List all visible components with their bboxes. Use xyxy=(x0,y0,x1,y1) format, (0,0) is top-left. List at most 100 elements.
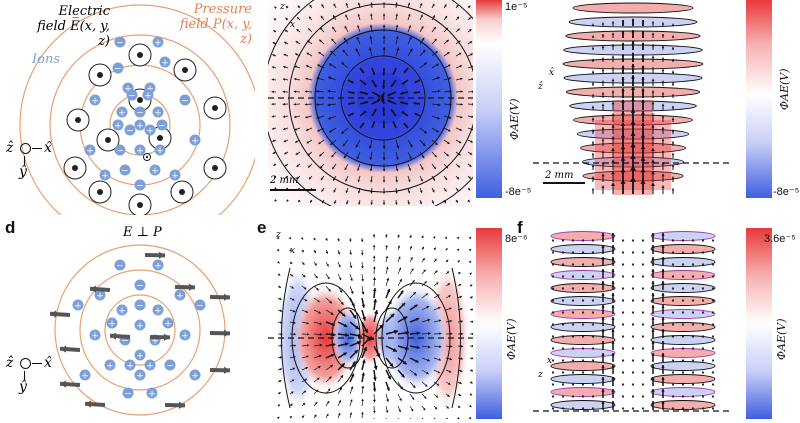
svg-text:+: + xyxy=(191,372,199,382)
plot-top-middle: 2 mm z x xyxy=(268,0,473,206)
colorbar-bottom-middle-label: ΦAE(V) xyxy=(505,318,518,360)
panel-label-e: e xyxy=(257,218,266,238)
electric-field-label: Electric field E̅(x, y, z) xyxy=(30,4,110,49)
axis-arrow-right xyxy=(32,148,42,149)
colorbar-bottom-middle xyxy=(476,228,502,419)
svg-text:+: + xyxy=(164,320,172,330)
svg-text:+: + xyxy=(101,172,109,182)
axis-x-bottom-middle: x xyxy=(290,246,295,256)
colorbar-bottom-right-label: ΦAE(V) xyxy=(775,318,788,360)
colorbar-top-right-label: ΦAE(V) xyxy=(778,68,791,110)
svg-text:+: + xyxy=(114,122,122,132)
axis-z-bottom-middle: z xyxy=(276,230,281,240)
svg-text:+: + xyxy=(96,292,104,302)
svg-text:−: − xyxy=(121,167,129,177)
svg-text:+: + xyxy=(154,307,162,317)
svg-text:+: + xyxy=(161,59,169,69)
colorbar-top-middle xyxy=(476,0,502,198)
svg-text:−: − xyxy=(136,182,144,192)
svg-text:+: + xyxy=(146,127,154,137)
plot-top-right: 2 mm x̂ ẑ xyxy=(533,0,733,206)
svg-text:−: − xyxy=(116,262,124,272)
electric-field-line2: field E̅(x, y, z) xyxy=(30,19,110,49)
svg-text:+: + xyxy=(136,372,144,382)
axis-origin-icon-b xyxy=(20,358,31,369)
svg-text:+: + xyxy=(118,109,126,119)
svg-text:+: + xyxy=(148,390,156,400)
axis-origin-icon xyxy=(20,143,31,154)
svg-text:−: − xyxy=(166,362,174,372)
axis-arrow-right-b xyxy=(32,363,42,364)
colorbar-top-right xyxy=(746,0,772,198)
axis-x-bottom-right: x xyxy=(547,356,552,366)
svg-text:−: − xyxy=(128,92,136,102)
plot-bottom-middle-svg xyxy=(268,228,473,419)
axis-x-top-right: x̂ xyxy=(549,68,554,78)
svg-text:+: + xyxy=(181,332,189,342)
axes-legend-top: ẑ x̂ ŷ xyxy=(6,140,66,190)
svg-text:+: + xyxy=(144,92,152,102)
svg-text:−: − xyxy=(181,97,189,107)
svg-text:+: + xyxy=(108,320,116,330)
svg-text:−: − xyxy=(116,147,124,157)
axis-z-top-middle: z xyxy=(280,2,285,12)
svg-text:+: + xyxy=(106,362,114,372)
svg-text:+: + xyxy=(136,352,144,362)
svg-text:−: − xyxy=(124,390,132,400)
ions-label: Ions xyxy=(32,52,60,67)
svg-text:−: − xyxy=(116,39,124,49)
svg-text:+: + xyxy=(146,362,154,372)
svg-text:+: + xyxy=(118,307,126,317)
svg-text:+: + xyxy=(91,332,99,342)
axis-x-label: x̂ xyxy=(44,140,52,156)
svg-text:−: − xyxy=(136,282,144,292)
pressure-line1: Pressure xyxy=(170,2,252,17)
schematic-bottom-title: E ⊥ P xyxy=(123,225,162,240)
colorbar-bottom-right xyxy=(746,228,772,419)
axis-x-label-b: x̂ xyxy=(44,355,52,371)
svg-text:+: + xyxy=(176,292,184,302)
colorbar-top-middle-label: ΦAE(V) xyxy=(508,98,521,140)
svg-text:+: + xyxy=(151,167,159,177)
svg-text:+: + xyxy=(91,97,99,107)
axis-z-label-b: ẑ xyxy=(6,355,13,371)
axis-y-label: ŷ xyxy=(19,164,27,180)
colorbar-top-middle-top: 1e⁻⁵ xyxy=(505,0,528,13)
axis-x-top-middle: x xyxy=(290,20,295,30)
svg-text:+: + xyxy=(171,172,179,182)
scale-bar-label-right: 2 mm xyxy=(545,170,574,181)
svg-text:−: − xyxy=(114,65,122,75)
svg-text:+: + xyxy=(154,262,162,272)
svg-text:+: + xyxy=(136,322,144,332)
svg-text:+: + xyxy=(74,302,82,312)
axis-z-bottom-right: z xyxy=(538,370,543,380)
svg-text:+: + xyxy=(86,147,94,157)
svg-text:+: + xyxy=(136,147,144,157)
pressure-line2: field P(x, y, z) xyxy=(170,17,252,47)
axis-z-label: ẑ xyxy=(6,140,13,156)
svg-text:+: + xyxy=(156,147,164,157)
electric-field-line1: Electric xyxy=(30,4,110,19)
scale-bar-label: 2 mm xyxy=(270,175,299,186)
schematic-top: −++−++−++−++−++−++−++−++−++− Electric fi… xyxy=(0,0,255,215)
svg-text:+: + xyxy=(154,109,162,119)
svg-text:−: − xyxy=(196,302,204,312)
svg-text:−: − xyxy=(136,109,144,119)
pressure-field-label: Pressure field P(x, y, z) xyxy=(170,2,252,47)
plot-bottom-middle: z x xyxy=(268,228,473,419)
svg-text:+: + xyxy=(136,122,144,132)
svg-text:+: + xyxy=(126,362,134,372)
plot-bottom-right-svg xyxy=(533,228,733,419)
charge-group: −++−++−++−++−++−++−++−++−++− xyxy=(64,37,226,216)
colorbar-bottom-middle-top: 8e⁻⁶ xyxy=(505,232,528,245)
colorbar-top-middle-bottom: -8e⁻⁵ xyxy=(505,185,531,198)
colorbar-bottom-right-top: 3.6e⁻⁵ xyxy=(764,232,796,245)
svg-text:+: + xyxy=(154,39,162,49)
axis-y-label-b: ŷ xyxy=(19,379,27,395)
axes-legend-bottom: ẑ x̂ ŷ xyxy=(6,355,66,405)
svg-text:+: + xyxy=(191,137,199,147)
plot-bottom-right: x z xyxy=(533,228,733,419)
svg-text:−: − xyxy=(126,127,134,137)
svg-text:+: + xyxy=(81,372,89,382)
colorbar-top-right-bottom: -8e⁻⁵ xyxy=(773,185,799,198)
